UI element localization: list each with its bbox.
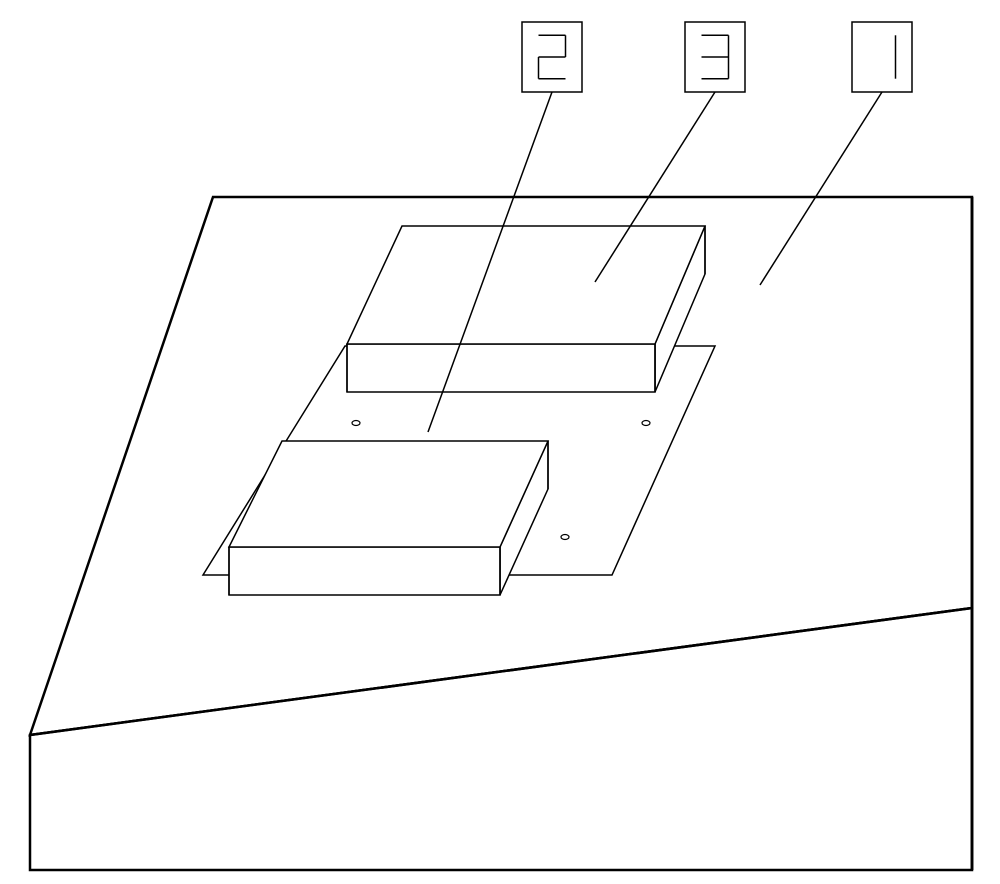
label-text-1: 1 <box>865 25 899 89</box>
label-text-3: 3 <box>698 25 732 89</box>
label-text-2: 2 <box>535 25 569 89</box>
diagram-root: 2 3 1 <box>0 0 1000 884</box>
block-rear-top-face <box>347 226 705 344</box>
block-front-front-face <box>229 547 500 595</box>
block-rear-front-face <box>347 344 655 392</box>
block-front-top-face <box>229 441 548 547</box>
